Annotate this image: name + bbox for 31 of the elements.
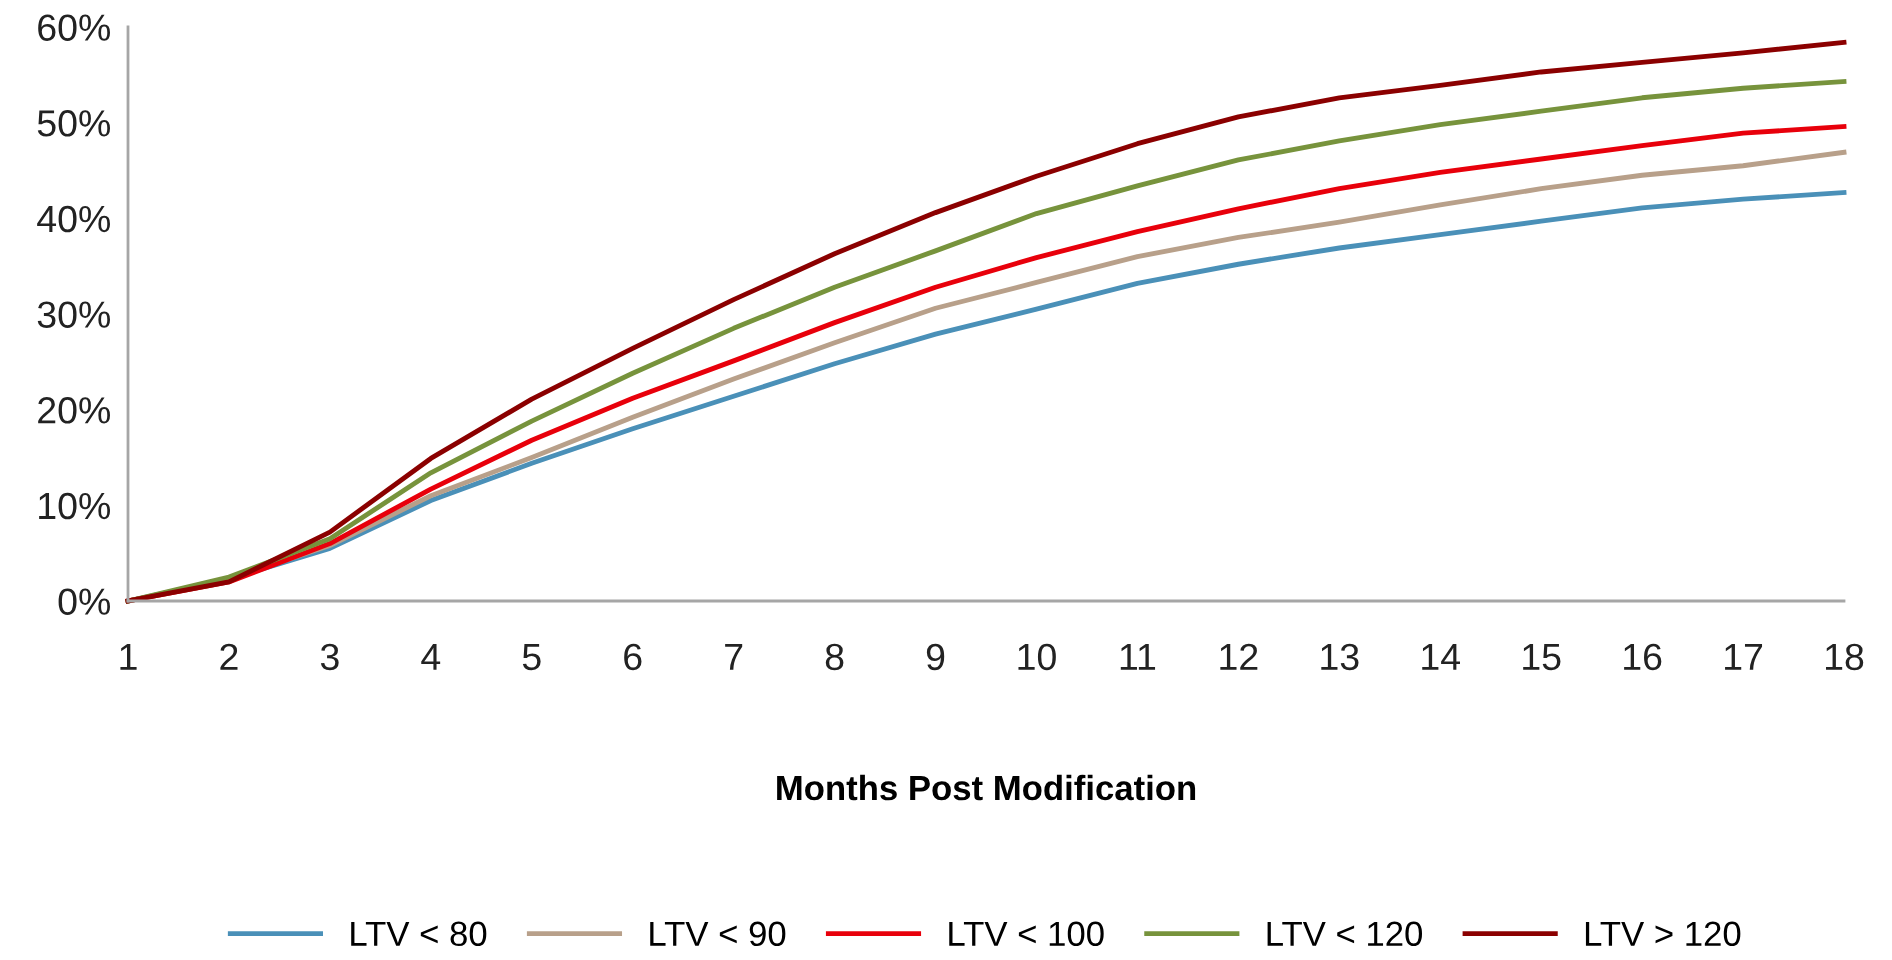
y-tick-label: 0% xyxy=(58,588,110,615)
x-tick-label: 15 xyxy=(1523,644,1561,671)
x-tick-label: 13 xyxy=(1321,643,1359,671)
x-tick-label: 6 xyxy=(624,643,642,671)
x-tick-label: 2 xyxy=(220,643,238,670)
x-tick-label: 12 xyxy=(1220,643,1258,670)
x-tick-label: 1 xyxy=(120,644,137,670)
x-tick-label: 7 xyxy=(725,644,743,670)
legend-label: LTV < 120 xyxy=(1267,921,1423,947)
x-tick-label: 14 xyxy=(1422,644,1460,670)
y-tick-label: 10% xyxy=(39,492,110,520)
legend-label: LTV < 90 xyxy=(650,921,786,947)
x-tick-label: 18 xyxy=(1826,643,1864,671)
y-tick-label: 30% xyxy=(37,301,110,328)
y-tick-label: 40% xyxy=(37,205,110,233)
x-tick-label: 8 xyxy=(825,643,844,671)
x-tick-label: 16 xyxy=(1624,643,1662,671)
legend-label: LTV > 120 xyxy=(1585,921,1741,947)
x-tick-label: 10 xyxy=(1018,643,1056,671)
legend-label: LTV < 80 xyxy=(351,921,487,947)
x-tick-label: 17 xyxy=(1725,644,1763,670)
x-tick-label: 5 xyxy=(522,644,541,671)
x-tick-label: 9 xyxy=(926,643,945,671)
y-tick-label: 50% xyxy=(37,110,110,137)
y-tick-label: 20% xyxy=(38,397,110,424)
y-tick-label: 60% xyxy=(38,14,110,41)
x-tick-label: 11 xyxy=(1120,644,1156,670)
x-tick-label: 4 xyxy=(421,644,441,670)
x-axis-title: Months Post Modification xyxy=(777,774,1196,801)
legend-label: LTV < 100 xyxy=(949,921,1104,947)
x-tick-label: 3 xyxy=(320,643,339,671)
